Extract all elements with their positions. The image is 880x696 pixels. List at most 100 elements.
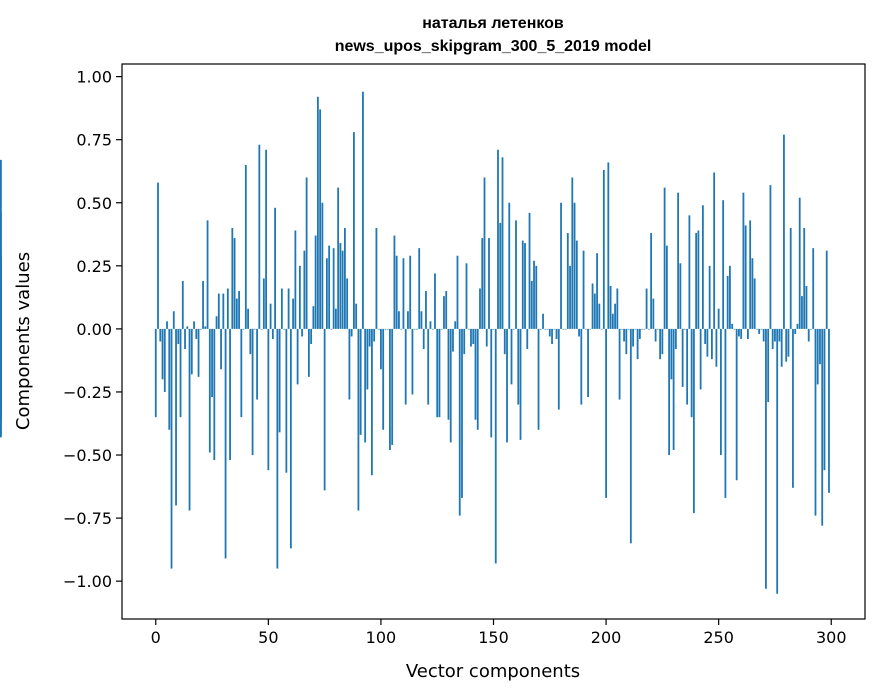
bar [720,328,722,456]
bar [726,275,729,329]
bar [711,328,713,360]
bar [253,328,256,330]
bar [695,233,698,329]
bar [325,258,328,329]
bar [555,328,558,339]
bar [508,202,511,329]
bar [307,328,310,377]
bar [332,248,335,329]
bar [231,227,234,329]
bar [386,328,389,330]
y-tick-label: −0.75 [63,509,112,528]
bar [398,311,400,329]
bar [400,328,403,330]
bar [321,202,324,329]
bar [749,220,752,329]
bar [193,321,195,329]
bar [767,328,770,403]
bar [422,328,425,350]
bar [494,328,497,564]
bar [476,328,479,430]
chart-title-line-1: наталья летенков [422,15,564,32]
bar [733,328,736,330]
y-tick-label: 0.50 [76,194,112,213]
bar [828,328,830,493]
bar [355,303,358,329]
bar [614,303,616,329]
bar [571,177,574,329]
bar [816,328,819,385]
bar [787,328,790,357]
bar [204,326,207,329]
bar [535,265,538,329]
bar [524,243,526,329]
bar [418,248,421,329]
y-tick-label: 1.00 [76,68,112,87]
bar [305,177,308,329]
bar [747,328,749,339]
x-tick-label: 100 [366,628,397,647]
bar [256,328,258,400]
bar [627,328,630,330]
bar [427,328,430,405]
bar [708,265,711,329]
bar [616,288,619,329]
x-tick-label: 250 [703,628,734,647]
bar [188,328,191,511]
bar [688,215,691,329]
bar [274,207,276,329]
bar [391,328,394,445]
bar [431,328,434,330]
bar [819,328,821,365]
bar [229,328,231,461]
bar [659,328,662,360]
bar [647,328,650,330]
bar [765,328,767,589]
bar [591,283,594,329]
bar [330,328,333,330]
chart-title-line-2: news_upos_skipgram_300_5_2019 model [335,38,652,55]
bar [611,313,614,329]
bar [645,288,648,329]
bar [780,328,783,367]
bar [224,328,227,559]
bar [605,328,607,498]
bar [443,296,445,329]
bar [179,328,182,418]
bar [481,238,484,329]
bar [692,328,695,514]
bar [602,169,605,329]
bar [512,328,515,330]
bar [792,328,794,488]
x-axis: 0 50 100 150 200 250 300 [151,619,847,647]
bar [301,328,304,337]
bar [166,321,168,329]
x-tick-label: 300 [816,628,847,647]
bar [485,328,488,347]
bar [548,328,551,337]
bar [722,200,725,329]
bar [438,328,441,418]
bar [566,233,569,329]
bar [544,328,547,330]
x-tick-label: 150 [478,628,509,647]
bar [663,187,666,329]
bar [339,243,342,329]
bar [778,328,781,342]
y-axis-label: Components values [13,252,34,430]
bar [175,328,177,506]
bar [783,134,785,329]
bar [805,286,808,329]
bar [247,308,249,329]
bar [298,265,301,329]
bar [353,132,355,329]
bar [562,328,565,330]
bar [292,298,295,329]
bar [724,328,727,498]
bar [463,328,466,355]
bar [713,172,716,329]
bar [242,328,245,330]
bar [222,293,225,329]
bar [582,250,585,329]
bar [416,328,418,330]
